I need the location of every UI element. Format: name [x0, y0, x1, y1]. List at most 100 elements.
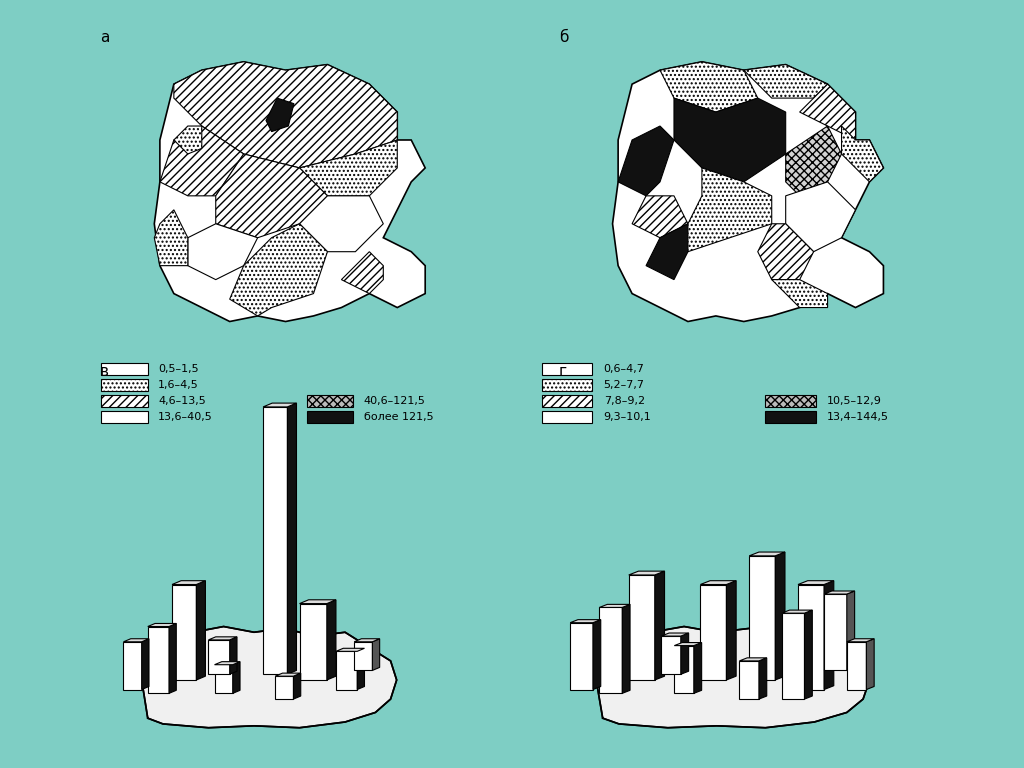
FancyBboxPatch shape	[542, 379, 592, 391]
Polygon shape	[618, 126, 674, 196]
Polygon shape	[172, 581, 206, 584]
Text: б: б	[559, 30, 568, 45]
Polygon shape	[660, 61, 758, 112]
Polygon shape	[675, 643, 701, 646]
FancyBboxPatch shape	[307, 396, 353, 407]
Text: 1,6–4,5: 1,6–4,5	[158, 380, 199, 390]
Polygon shape	[215, 665, 232, 694]
Text: 13,6–40,5: 13,6–40,5	[158, 412, 213, 422]
Polygon shape	[187, 223, 258, 280]
Text: в: в	[100, 364, 109, 379]
Polygon shape	[674, 98, 785, 182]
FancyBboxPatch shape	[101, 379, 147, 391]
Polygon shape	[570, 620, 601, 623]
Text: 0,6–4,7: 0,6–4,7	[604, 364, 644, 374]
Polygon shape	[209, 637, 237, 640]
Polygon shape	[232, 662, 240, 694]
Polygon shape	[229, 637, 237, 674]
Polygon shape	[155, 210, 187, 266]
Text: 9,3–10,1: 9,3–10,1	[604, 412, 651, 422]
Polygon shape	[847, 591, 855, 670]
Polygon shape	[700, 581, 736, 584]
Polygon shape	[294, 673, 301, 699]
Polygon shape	[726, 581, 736, 680]
Polygon shape	[172, 584, 197, 680]
Polygon shape	[299, 604, 327, 680]
Polygon shape	[681, 633, 688, 674]
Polygon shape	[847, 642, 866, 690]
Polygon shape	[700, 584, 726, 680]
Polygon shape	[694, 643, 701, 694]
Polygon shape	[336, 648, 365, 651]
Text: 13,4–144,5: 13,4–144,5	[827, 412, 889, 422]
Polygon shape	[263, 403, 297, 407]
Polygon shape	[209, 640, 229, 674]
Polygon shape	[160, 126, 244, 196]
Polygon shape	[197, 581, 206, 680]
Text: 7,8–9,2: 7,8–9,2	[604, 396, 645, 406]
Polygon shape	[357, 648, 365, 690]
Text: 4,6–13,5: 4,6–13,5	[158, 396, 206, 406]
Polygon shape	[141, 639, 148, 690]
Polygon shape	[373, 639, 380, 670]
Polygon shape	[275, 676, 294, 699]
Polygon shape	[215, 662, 240, 665]
FancyBboxPatch shape	[766, 396, 815, 407]
Polygon shape	[758, 223, 814, 280]
Polygon shape	[662, 636, 681, 674]
Polygon shape	[147, 627, 169, 694]
Polygon shape	[354, 642, 373, 670]
FancyBboxPatch shape	[101, 411, 147, 422]
Polygon shape	[654, 571, 665, 680]
Text: 10,5–12,9: 10,5–12,9	[827, 396, 882, 406]
Polygon shape	[288, 403, 297, 674]
Polygon shape	[599, 604, 630, 607]
Polygon shape	[646, 223, 688, 280]
Polygon shape	[299, 600, 336, 604]
Polygon shape	[739, 658, 767, 661]
Polygon shape	[629, 571, 665, 575]
Polygon shape	[266, 98, 294, 131]
Polygon shape	[775, 552, 785, 680]
Polygon shape	[824, 591, 855, 594]
Polygon shape	[781, 613, 805, 699]
Polygon shape	[612, 61, 884, 322]
Polygon shape	[824, 581, 834, 690]
Polygon shape	[750, 556, 775, 680]
Polygon shape	[800, 84, 855, 140]
Polygon shape	[593, 620, 601, 690]
Polygon shape	[570, 623, 593, 690]
Polygon shape	[772, 280, 827, 307]
Polygon shape	[750, 552, 785, 556]
FancyBboxPatch shape	[101, 363, 147, 375]
Polygon shape	[327, 600, 336, 680]
Polygon shape	[759, 658, 767, 699]
Polygon shape	[632, 196, 688, 238]
Polygon shape	[174, 126, 202, 154]
FancyBboxPatch shape	[101, 396, 147, 407]
Polygon shape	[341, 252, 383, 293]
Polygon shape	[263, 407, 288, 674]
Polygon shape	[299, 140, 397, 196]
Polygon shape	[216, 154, 328, 238]
Text: а: а	[100, 30, 110, 45]
Polygon shape	[785, 126, 842, 196]
FancyBboxPatch shape	[542, 363, 592, 375]
Polygon shape	[781, 610, 812, 613]
Polygon shape	[124, 639, 148, 642]
Polygon shape	[629, 575, 654, 680]
Polygon shape	[354, 639, 380, 642]
Polygon shape	[866, 639, 874, 690]
Polygon shape	[169, 624, 176, 694]
Polygon shape	[739, 661, 759, 699]
Polygon shape	[688, 168, 772, 252]
Polygon shape	[147, 624, 176, 627]
Polygon shape	[229, 223, 328, 316]
Polygon shape	[174, 61, 397, 168]
Polygon shape	[798, 584, 824, 690]
Polygon shape	[824, 594, 847, 670]
Polygon shape	[623, 604, 630, 694]
Polygon shape	[842, 126, 884, 182]
Text: 0,5–1,5: 0,5–1,5	[158, 364, 199, 374]
FancyBboxPatch shape	[542, 396, 592, 407]
